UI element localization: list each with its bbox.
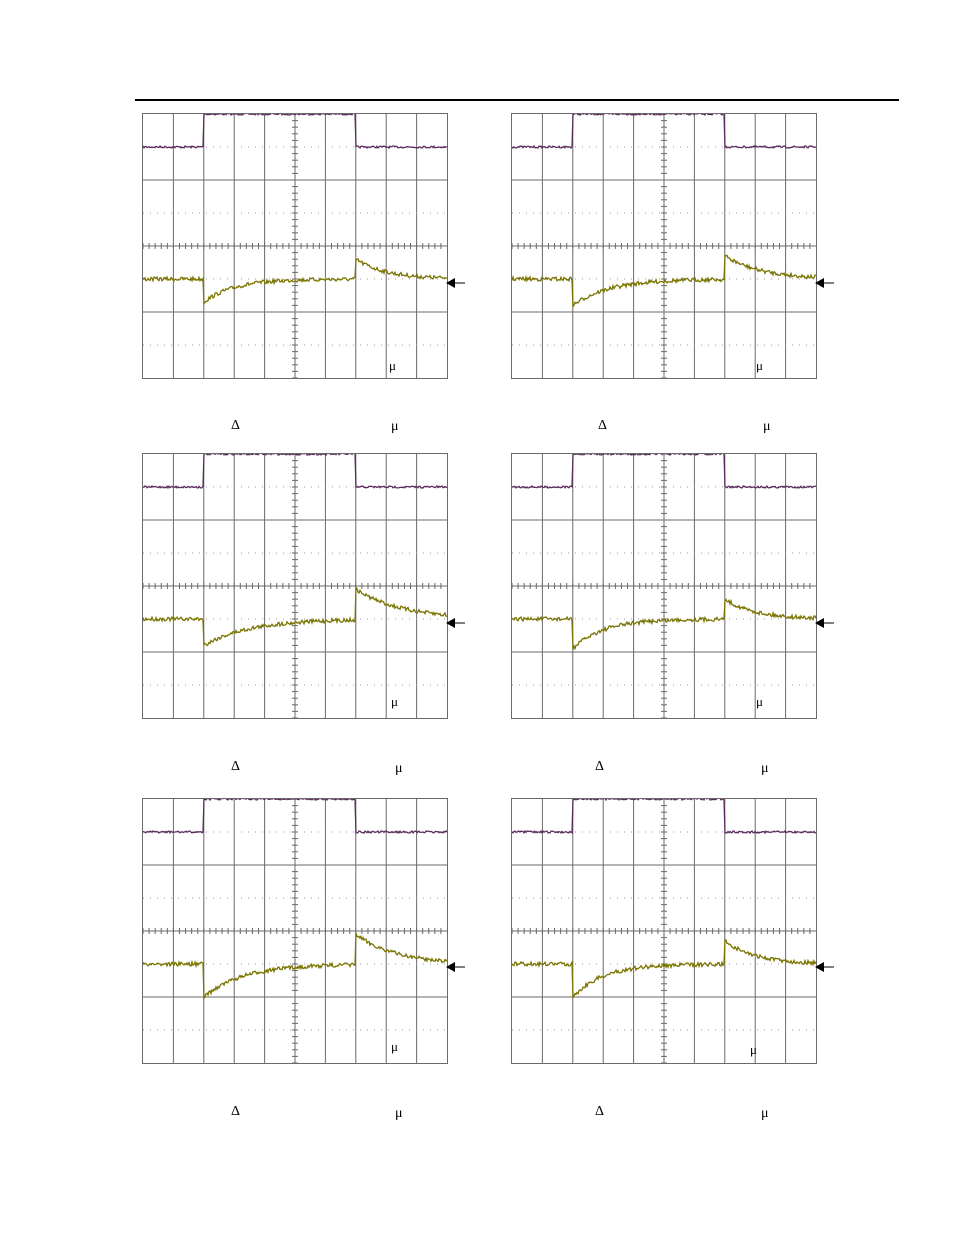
ch1-trace [143, 114, 448, 150]
scope-svg [512, 454, 817, 719]
in-plot-label: μ [391, 694, 398, 709]
caption-right: μ [391, 419, 399, 434]
scope-panel-top-left: μ [142, 113, 448, 379]
scope-svg [512, 114, 817, 379]
ch2-trace [512, 939, 817, 999]
caption-right: μ [763, 419, 771, 434]
ground-arrow-icon [815, 275, 835, 293]
scope-panel-top-right: μ [511, 113, 817, 379]
caption-left: Δ [231, 759, 241, 774]
ch2-trace [512, 254, 817, 309]
caption-right: μ [395, 761, 403, 776]
in-plot-label: μ [756, 694, 763, 709]
ch1-trace [143, 799, 448, 835]
scope-panel-bottom-left: μ [142, 798, 448, 1064]
scope-svg [143, 799, 448, 1064]
ground-arrow-icon [446, 615, 466, 633]
ground-arrow-icon [815, 959, 835, 977]
top-rule [135, 99, 899, 101]
ch1-trace [143, 454, 448, 490]
in-plot-label: μ [389, 358, 396, 373]
in-plot-label: μ [756, 358, 763, 373]
scope-panel-middle-right: μ [511, 453, 817, 719]
caption-left: Δ [231, 418, 241, 433]
ch1-trace [512, 454, 817, 489]
scope-svg [143, 114, 448, 379]
ground-arrow-icon [446, 275, 466, 293]
in-plot-label: μ [391, 1039, 398, 1054]
caption-left: Δ [595, 1104, 605, 1119]
scope-svg [512, 799, 817, 1064]
scope-panel-middle-left: μ [142, 453, 448, 719]
ch2-trace [143, 932, 448, 1001]
in-plot-label: μ [750, 1042, 757, 1057]
ch2-trace [143, 586, 448, 647]
caption-right: μ [761, 761, 769, 776]
scope-svg [143, 454, 448, 719]
ground-arrow-icon [815, 615, 835, 633]
ch2-trace [512, 598, 817, 651]
ch1-trace [512, 114, 817, 150]
caption-left: Δ [231, 1104, 241, 1119]
caption-right: μ [761, 1106, 769, 1121]
caption-left: Δ [598, 418, 608, 433]
ch1-trace [512, 799, 817, 835]
scope-panel-bottom-right: μ [511, 798, 817, 1064]
ground-arrow-icon [446, 959, 466, 977]
caption-left: Δ [595, 759, 605, 774]
ch2-trace [143, 257, 448, 305]
caption-right: μ [395, 1106, 403, 1121]
